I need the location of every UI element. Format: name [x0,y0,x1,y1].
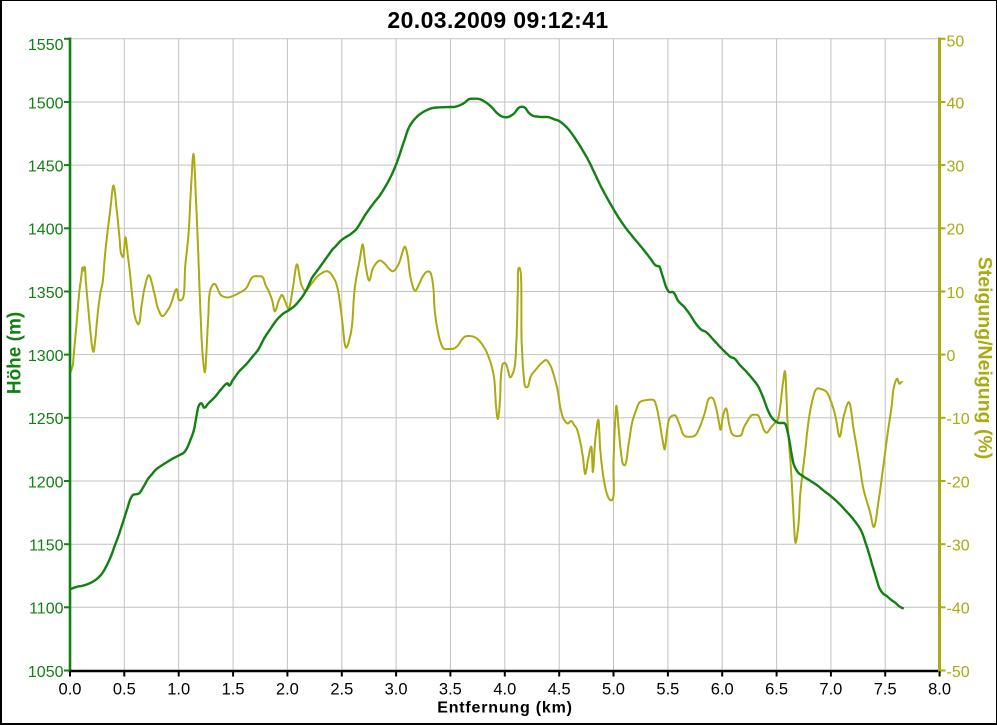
svg-text:1400: 1400 [28,222,64,239]
svg-text:-30: -30 [947,538,970,555]
svg-text:-10: -10 [947,411,970,428]
svg-text:40: 40 [947,95,965,112]
svg-text:5.5: 5.5 [656,681,679,699]
svg-text:6.0: 6.0 [711,681,734,699]
svg-text:0.5: 0.5 [113,681,136,699]
svg-text:3.5: 3.5 [439,681,462,699]
svg-text:20: 20 [947,222,965,239]
svg-text:1200: 1200 [28,474,64,491]
svg-text:7.5: 7.5 [874,681,897,699]
svg-text:1150: 1150 [29,538,64,555]
svg-text:1450: 1450 [28,158,64,175]
svg-text:4.0: 4.0 [493,681,516,699]
svg-text:1050: 1050 [28,664,64,681]
svg-text:-40: -40 [947,601,970,618]
svg-text:1550: 1550 [28,37,64,54]
svg-text:6.5: 6.5 [765,681,788,699]
svg-text:1250: 1250 [28,411,64,428]
svg-text:0.0: 0.0 [59,681,82,699]
svg-text:30: 30 [947,158,965,175]
svg-text:5.0: 5.0 [602,681,625,699]
svg-text:1350: 1350 [28,285,64,302]
svg-text:1300: 1300 [28,348,64,365]
svg-text:-50: -50 [947,664,970,681]
svg-text:0: 0 [947,348,956,365]
svg-text:8.0: 8.0 [928,681,951,699]
svg-text:10: 10 [947,285,965,302]
svg-text:1500: 1500 [28,95,64,112]
svg-text:Höhe (m): Höhe (m) [5,312,26,394]
svg-text:3.0: 3.0 [385,681,408,699]
svg-text:Entfernung (km): Entfernung (km) [437,700,573,717]
svg-text:1.0: 1.0 [167,681,190,699]
svg-text:4.5: 4.5 [548,681,571,699]
svg-text:2.5: 2.5 [330,681,353,699]
svg-text:Steigung/Neigung (%): Steigung/Neigung (%) [974,257,996,460]
svg-text:-20: -20 [947,474,970,491]
svg-text:1100: 1100 [29,601,64,618]
svg-text:7.0: 7.0 [819,681,842,699]
svg-text:20.03.2009 09:12:41: 20.03.2009 09:12:41 [387,7,608,33]
svg-text:50: 50 [947,34,965,51]
svg-text:2.0: 2.0 [276,681,299,699]
svg-text:1.5: 1.5 [222,681,245,699]
